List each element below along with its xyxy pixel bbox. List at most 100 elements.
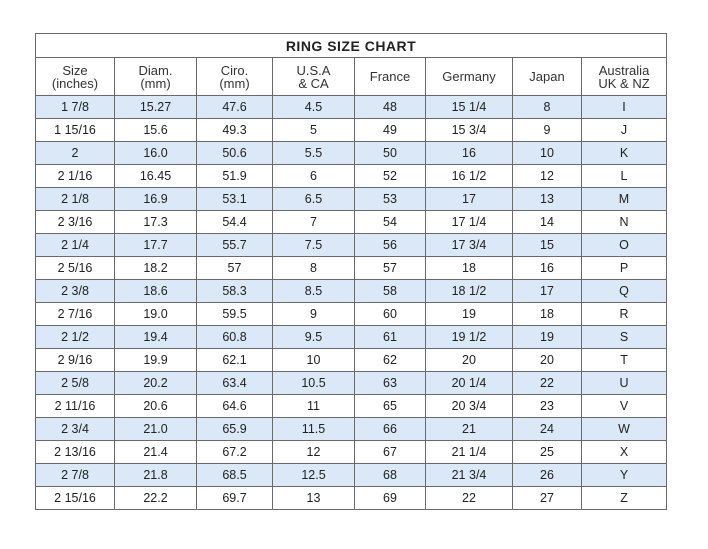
cell-size-inches: 2 5/16	[35, 256, 115, 280]
cell-circumference-mm: 65.9	[196, 417, 273, 441]
cell-france: 57	[354, 256, 426, 280]
cell-france: 60	[354, 302, 426, 326]
cell-diameter-mm: 19.0	[114, 302, 197, 326]
cell-australia-uk-nz: Q	[580, 279, 668, 303]
header-line: Ciro.	[220, 62, 249, 78]
cell-diameter-mm: 16.0	[114, 141, 197, 165]
cell-diameter-mm: 19.9	[114, 348, 197, 372]
cell-size-inches: 2 11/16	[35, 394, 115, 418]
header-line: UK & NZ	[598, 75, 650, 91]
cell-japan: 15	[512, 233, 582, 257]
cell-diameter-mm: 18.2	[114, 256, 197, 280]
cell-france: 69	[354, 486, 426, 510]
cell-size-inches: 2 7/16	[35, 302, 115, 326]
cell-diameter-mm: 19.4	[114, 325, 197, 349]
cell-circumference-mm: 68.5	[196, 463, 273, 487]
cell-usa-ca: 13	[272, 486, 355, 510]
cell-usa-ca: 10	[272, 348, 355, 372]
cell-diameter-mm: 15.27	[114, 95, 197, 119]
cell-germany: 17 1/4	[425, 210, 513, 234]
cell-germany: 21	[425, 417, 513, 441]
chart-title: RING SIZE CHART	[34, 33, 668, 58]
cell-size-inches: 2 3/4	[35, 417, 115, 441]
cell-germany: 20 3/4	[425, 394, 513, 418]
cell-france: 50	[354, 141, 426, 165]
cell-germany: 19 1/2	[425, 325, 513, 349]
cell-size-inches: 2 1/4	[35, 233, 115, 257]
cell-usa-ca: 5.5	[272, 141, 355, 165]
table-row: 1 15/16 15.6 49.3 5 49 15 3/4 9 J	[35, 118, 668, 142]
cell-france: 56	[354, 233, 426, 257]
cell-australia-uk-nz: K	[580, 141, 668, 165]
cell-japan: 17	[512, 279, 582, 303]
cell-germany: 16	[425, 141, 513, 165]
cell-france: 65	[354, 394, 426, 418]
cell-usa-ca: 8.5	[272, 279, 355, 303]
table-row: 2 9/16 19.9 62.1 10 62 20 20 T	[35, 348, 668, 372]
cell-diameter-mm: 21.4	[114, 440, 197, 464]
cell-france: 66	[354, 417, 426, 441]
column-header-australia-uk-nz: Australia UK & NZ	[580, 57, 668, 96]
header-line: France	[369, 69, 411, 84]
table-row: 2 1/4 17.7 55.7 7.5 56 17 3/4 15 O	[35, 233, 668, 257]
cell-germany: 15 1/4	[425, 95, 513, 119]
cell-size-inches: 2 1/2	[35, 325, 115, 349]
cell-australia-uk-nz: W	[580, 417, 668, 441]
cell-japan: 8	[512, 95, 582, 119]
cell-usa-ca: 4.5	[272, 95, 355, 119]
cell-germany: 18 1/2	[425, 279, 513, 303]
cell-australia-uk-nz: I	[580, 95, 668, 119]
cell-japan: 27	[512, 486, 582, 510]
cell-australia-uk-nz: J	[580, 118, 668, 142]
cell-diameter-mm: 21.0	[114, 417, 197, 441]
cell-germany: 22	[425, 486, 513, 510]
cell-australia-uk-nz: V	[580, 394, 668, 418]
cell-size-inches: 2 15/16	[35, 486, 115, 510]
cell-circumference-mm: 58.3	[196, 279, 273, 303]
cell-france: 54	[354, 210, 426, 234]
cell-circumference-mm: 60.8	[196, 325, 273, 349]
cell-size-inches: 2 5/8	[35, 371, 115, 395]
header-line: Japan	[529, 69, 565, 84]
cell-diameter-mm: 21.8	[114, 463, 197, 487]
table-row: 2 13/16 21.4 67.2 12 67 21 1/4 25 X	[35, 440, 668, 464]
cell-diameter-mm: 16.45	[114, 164, 197, 188]
cell-diameter-mm: 20.6	[114, 394, 197, 418]
cell-usa-ca: 11.5	[272, 417, 355, 441]
table-row: 2 7/8 21.8 68.5 12.5 68 21 3/4 26 Y	[35, 463, 668, 487]
cell-diameter-mm: 20.2	[114, 371, 197, 395]
cell-circumference-mm: 64.6	[196, 394, 273, 418]
cell-japan: 19	[512, 325, 582, 349]
cell-usa-ca: 8	[272, 256, 355, 280]
cell-size-inches: 1 7/8	[35, 95, 115, 119]
cell-circumference-mm: 47.6	[196, 95, 273, 119]
table-row: 2 11/16 20.6 64.6 11 65 20 3/4 23 V	[35, 394, 668, 418]
cell-circumference-mm: 63.4	[196, 371, 273, 395]
cell-france: 58	[354, 279, 426, 303]
header-line: Australia	[598, 62, 650, 78]
cell-japan: 22	[512, 371, 582, 395]
cell-size-inches: 2 1/8	[35, 187, 115, 211]
cell-usa-ca: 12	[272, 440, 355, 464]
cell-australia-uk-nz: R	[580, 302, 668, 326]
cell-japan: 23	[512, 394, 582, 418]
cell-australia-uk-nz: S	[580, 325, 668, 349]
header-line: Size	[62, 62, 88, 78]
cell-circumference-mm: 62.1	[196, 348, 273, 372]
cell-australia-uk-nz: N	[580, 210, 668, 234]
cell-germany: 20	[425, 348, 513, 372]
cell-circumference-mm: 59.5	[196, 302, 273, 326]
cell-france: 68	[354, 463, 426, 487]
cell-france: 63	[354, 371, 426, 395]
cell-australia-uk-nz: X	[580, 440, 668, 464]
cell-circumference-mm: 67.2	[196, 440, 273, 464]
cell-diameter-mm: 22.2	[114, 486, 197, 510]
cell-australia-uk-nz: Z	[580, 486, 668, 510]
cell-size-inches: 2 1/16	[35, 164, 115, 188]
header-line: Diam.	[138, 62, 173, 78]
cell-diameter-mm: 15.6	[114, 118, 197, 142]
cell-usa-ca: 5	[272, 118, 355, 142]
cell-size-inches: 1 15/16	[35, 118, 115, 142]
cell-size-inches: 2 13/16	[35, 440, 115, 464]
cell-france: 52	[354, 164, 426, 188]
